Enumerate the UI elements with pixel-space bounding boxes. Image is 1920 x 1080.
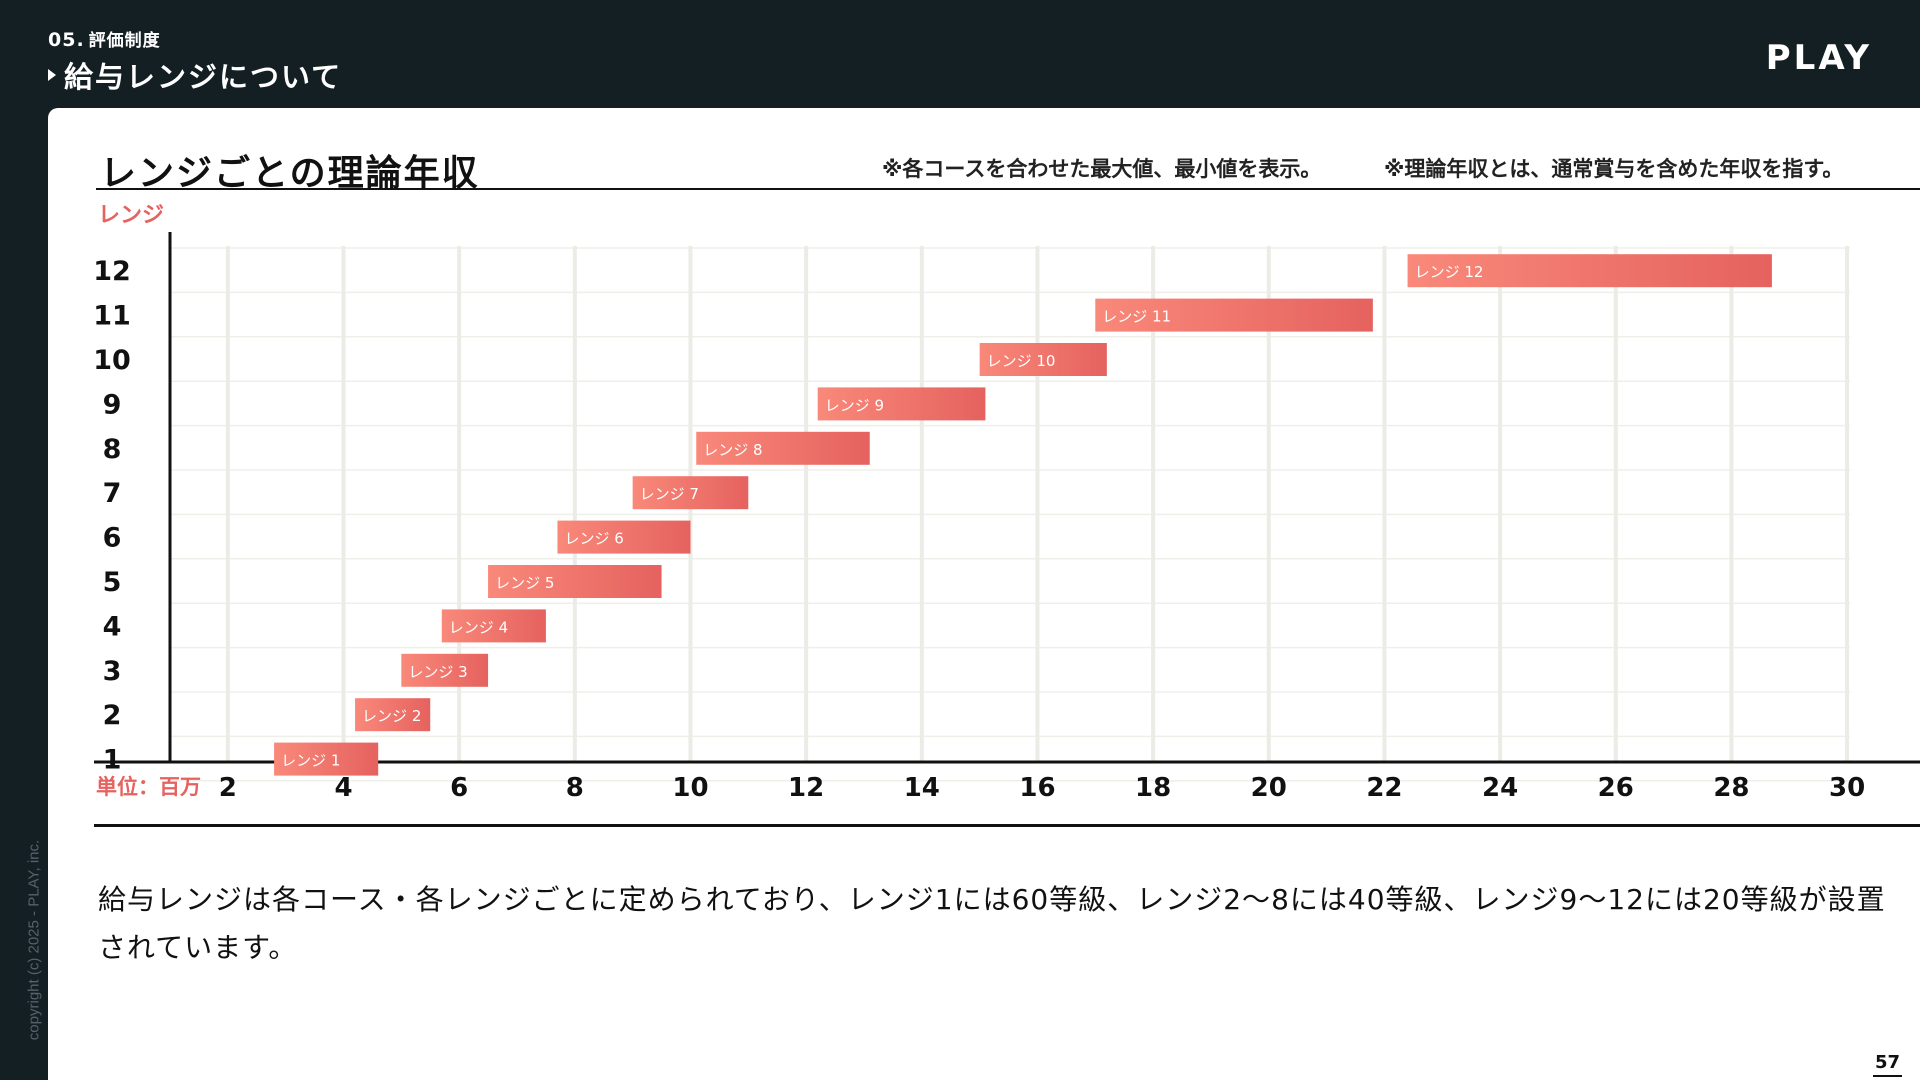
range-bar: [979, 343, 1107, 376]
bar-label: レンジ 1: [281, 752, 340, 770]
x-tick-label: 8: [566, 773, 584, 803]
bar-label: レンジ 5: [495, 574, 554, 592]
chart-bottom-divider: [94, 824, 1920, 827]
page-number: 57: [1872, 1052, 1902, 1077]
page-title-text: 給与レンジについて: [64, 60, 343, 94]
bar-label: レンジ 4: [449, 618, 508, 636]
chart-title: レンジごとの理論年収: [100, 153, 480, 194]
range-bar: [817, 387, 986, 421]
y-tick-label: 11: [93, 301, 131, 332]
range-bar: [1095, 298, 1373, 332]
y-tick-label: 8: [103, 434, 122, 465]
section-heading: 05. 評価制度: [48, 26, 161, 51]
play-logo: PLAY: [1765, 38, 1872, 78]
range-bar: [274, 742, 379, 776]
y-tick-label: 2: [103, 700, 122, 731]
description-text: 給与レンジは各コース・各レンジごとに定められており、レンジ1には60等級、レンジ…: [98, 883, 1886, 964]
range-bar: [557, 520, 691, 554]
y-tick-label: 6: [103, 523, 122, 554]
y-tick-label: 9: [103, 389, 122, 420]
bar-label: レンジ 7: [640, 485, 699, 503]
copyright-text: copyright (c) 2025 - PLAY, inc.: [25, 839, 43, 1041]
section-name: 評価制度: [88, 31, 161, 51]
bar-label: レンジ 3: [408, 663, 467, 681]
note-theoretical-income: ※理論年収とは、通常賞与を含めた年収を指す。: [1384, 157, 1844, 181]
y-tick-label: 1: [103, 745, 122, 776]
bar-label: レンジ 11: [1102, 308, 1171, 326]
y-tick-label: 7: [103, 478, 122, 509]
bar-label: レンジ 10: [987, 352, 1056, 370]
x-tick-label: 28: [1713, 773, 1749, 803]
content-panel: レンジごとの理論年収 ※各コースを合わせた最大値、最小値を表示。 ※理論年収とは…: [48, 108, 1920, 1080]
range-bar: [696, 431, 870, 465]
y-axis-title: レンジ: [98, 203, 164, 228]
range-bar: [401, 653, 489, 687]
x-tick-label: 24: [1482, 773, 1518, 803]
x-tick-label: 30: [1829, 773, 1865, 803]
y-tick-label: 10: [93, 345, 131, 376]
x-tick-label: 6: [450, 773, 468, 803]
y-tick-label: 12: [93, 256, 131, 287]
bar-label: レンジ 12: [1415, 263, 1484, 281]
page-title: 給与レンジについて: [48, 54, 342, 96]
x-axis-title: 単位：百万: [96, 775, 201, 799]
x-tick-label: 16: [1019, 773, 1055, 803]
y-tick-label: 4: [103, 611, 122, 642]
y-tick-label: 5: [103, 567, 122, 598]
title-divider: [96, 188, 1920, 190]
x-tick-label: 14: [904, 773, 940, 803]
x-tick-label: 20: [1251, 773, 1287, 803]
x-tick-label: 22: [1366, 773, 1402, 803]
x-tick-label: 2: [219, 773, 237, 803]
x-tick-label: 10: [672, 773, 708, 803]
range-bar: [355, 698, 431, 732]
bar-label: レンジ 9: [825, 396, 884, 414]
range-bar: [1407, 254, 1772, 288]
y-tick-label: 3: [103, 656, 122, 687]
section-number: 05.: [48, 29, 85, 51]
note-min-max: ※各コースを合わせた最大値、最小値を表示。: [882, 157, 1322, 181]
x-tick-label: 18: [1135, 773, 1171, 803]
range-bar: [488, 565, 662, 598]
x-tick-label: 12: [788, 773, 824, 803]
bar-label: レンジ 6: [564, 530, 623, 548]
bar-label: レンジ 8: [703, 441, 762, 459]
range-bar: [632, 476, 749, 510]
range-bar: [441, 609, 546, 643]
salary-range-chart: 2 4 6 8 10 12 14 16 18 20 22 24 26 28 3012345678910111…: [93, 203, 1920, 803]
x-tick-label: 4: [334, 773, 352, 803]
triangle-bullet-icon: [48, 69, 56, 81]
x-tick-label: 26: [1598, 773, 1634, 803]
bar-label: レンジ 2: [362, 707, 421, 725]
